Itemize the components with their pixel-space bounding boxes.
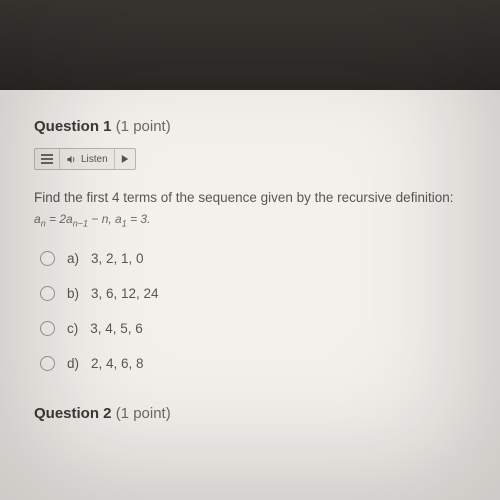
question-1-header: Question 1 (1 point) — [34, 118, 466, 135]
option-a-text: 3, 2, 1, 0 — [91, 251, 144, 266]
radio-icon — [40, 321, 55, 336]
dark-top-region — [0, 0, 500, 90]
option-c[interactable]: c) 3, 4, 5, 6 — [40, 321, 466, 336]
option-a[interactable]: a) 3, 2, 1, 0 — [40, 251, 466, 266]
question-2-label: Question 2 — [34, 405, 112, 422]
question-1-label: Question 1 — [34, 118, 112, 135]
question-1-options: a) 3, 2, 1, 0 b) 3, 6, 12, 24 c) 3, 4, 5… — [34, 251, 466, 371]
option-b[interactable]: b) 3, 6, 12, 24 — [40, 286, 466, 301]
listen-toolbar: Listen — [34, 148, 136, 170]
option-d-text: 2, 4, 6, 8 — [91, 356, 144, 371]
option-d[interactable]: d) 2, 4, 6, 8 — [40, 356, 466, 371]
listen-play-button[interactable] — [115, 149, 135, 169]
option-b-text: 3, 6, 12, 24 — [91, 286, 159, 301]
option-d-letter: d) — [67, 356, 79, 371]
listen-label: Listen — [81, 154, 108, 165]
question-1-formula: an = 2an−1 − n, a1 = 3. — [34, 212, 466, 228]
question-2-header: Question 2 (1 point) — [34, 405, 466, 422]
question-1-prompt: Find the first 4 terms of the sequence g… — [34, 188, 466, 208]
radio-icon — [40, 251, 55, 266]
option-c-letter: c) — [67, 321, 78, 336]
question-1-points: (1 point) — [116, 118, 171, 135]
speaker-icon — [66, 154, 77, 165]
quiz-paper: Question 1 (1 point) Listen Find the fir… — [0, 90, 500, 500]
formula-text: an = 2an−1 − n, a1 = 3. — [34, 212, 150, 226]
question-2-points: (1 point) — [116, 405, 171, 422]
screenshot-photo: Question 1 (1 point) Listen Find the fir… — [0, 0, 500, 500]
option-b-letter: b) — [67, 286, 79, 301]
listen-button[interactable]: Listen — [60, 149, 115, 169]
option-c-text: 3, 4, 5, 6 — [90, 321, 143, 336]
play-icon — [121, 155, 129, 163]
listen-menu-button[interactable] — [35, 149, 60, 169]
radio-icon — [40, 356, 55, 371]
radio-icon — [40, 286, 55, 301]
option-a-letter: a) — [67, 251, 79, 266]
menu-icon — [41, 154, 53, 164]
